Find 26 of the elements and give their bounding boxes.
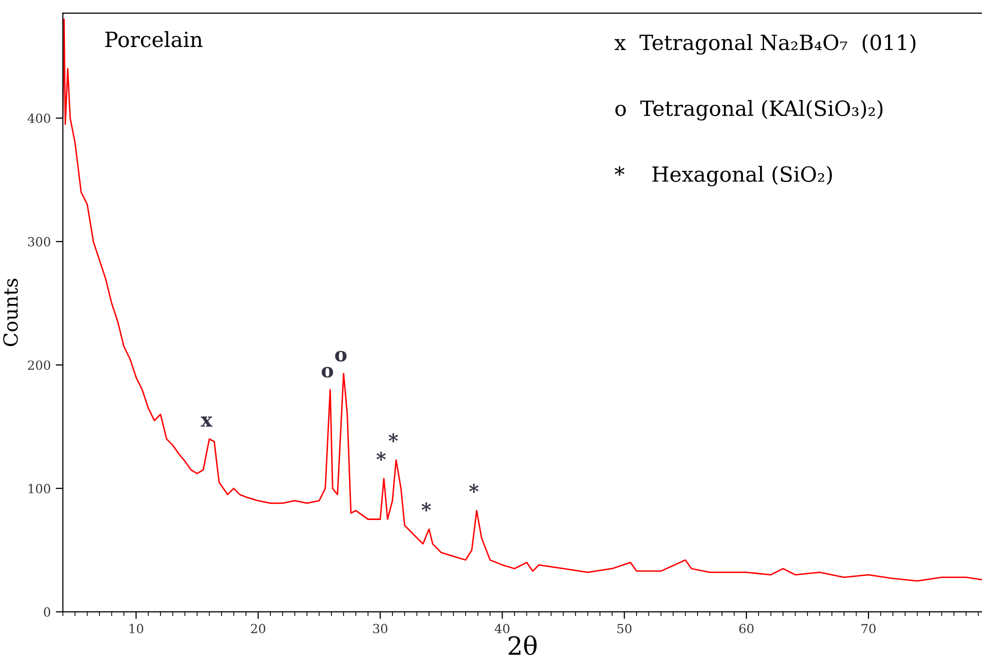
x-tick-label: 60 [739,624,754,634]
annotation: * Hexagonal (SiO₂) [614,166,832,186]
annotation: x Tetragonal Na₂B₄O₇ (011) [614,34,916,55]
annotation: x [200,416,212,427]
annotation: o Tetragonal (KAl(SiO₃)₂) [615,100,883,120]
x-axis-title: 2θ [508,635,537,655]
x-tick-label: 50 [617,624,632,634]
x-tick-label: 30 [373,624,388,634]
x-tick-label: 40 [494,624,510,634]
line-series [62,18,982,582]
y-tick-label: 400 [28,114,50,124]
annotation: * [469,484,479,493]
y-tick-label: 100 [28,484,50,494]
annotation: * [422,502,431,512]
x-tick-label: 20 [251,624,266,634]
y-tick-label: 200 [28,360,50,370]
annotation: o [322,366,334,378]
text: Porcelain [105,31,202,48]
y-axis-title: Counts [3,278,18,346]
y-tick-label: 300 [28,237,50,246]
annotation: * [376,452,386,461]
y-tick-label: 0 [44,607,50,617]
x-tick-label: 10 [130,624,144,634]
annotation: * [388,433,398,442]
annotation: o [335,350,347,362]
x-tick-label: 70 [862,624,876,634]
